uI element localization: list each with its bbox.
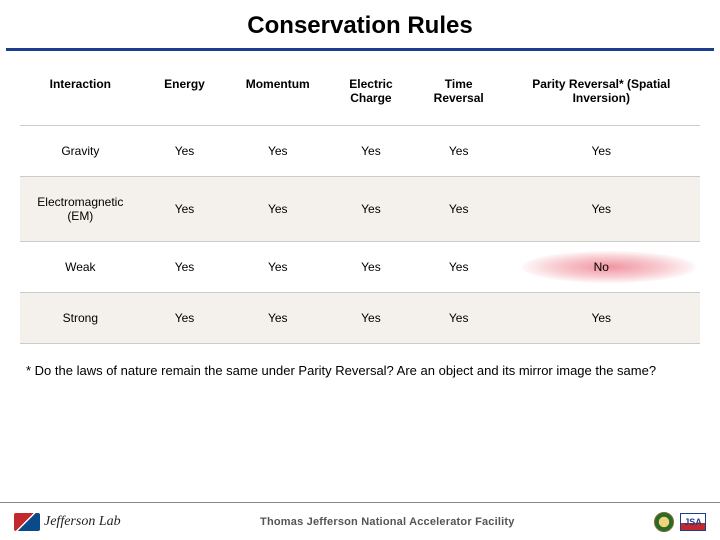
cell: Yes [415,242,503,293]
col-header: Time Reversal [415,69,503,126]
table-row: Weak Yes Yes Yes Yes No [20,242,700,293]
row-label: Gravity [20,126,141,177]
title-rule [6,48,714,51]
col-header: Parity Reversal* (Spatial Inversion) [503,69,700,126]
row-label: Strong [20,293,141,344]
cell: Yes [415,293,503,344]
cell: Yes [141,177,229,242]
cell: Yes [141,242,229,293]
table-row: Strong Yes Yes Yes Yes Yes [20,293,700,344]
col-header: Energy [141,69,229,126]
cell: Yes [327,242,415,293]
conservation-table: Interaction Energy Momentum Electric Cha… [20,69,700,344]
cell: Yes [228,293,327,344]
doe-seal-icon [654,512,674,532]
cell: Yes [327,177,415,242]
cell: Yes [141,126,229,177]
col-header: Momentum [228,69,327,126]
cell: Yes [503,293,700,344]
table-row: Electromagnetic (EM) Yes Yes Yes Yes Yes [20,177,700,242]
cell: Yes [228,126,327,177]
col-header: Interaction [20,69,141,126]
footer-bar: Jefferson Lab Thomas Jefferson National … [0,502,720,540]
jlab-logo-text: Jefferson Lab [44,514,121,530]
jefferson-lab-logo: Jefferson Lab [14,513,121,531]
cell: Yes [228,242,327,293]
cell-highlight: No [503,242,700,293]
cell: Yes [503,126,700,177]
right-logos: JSA [654,512,706,532]
jsa-logo: JSA [680,513,706,531]
page-title: Conservation Rules [0,0,720,48]
footnote: * Do the laws of nature remain the same … [0,344,720,380]
table-header-row: Interaction Energy Momentum Electric Cha… [20,69,700,126]
cell: Yes [327,293,415,344]
cell: Yes [503,177,700,242]
col-header: Electric Charge [327,69,415,126]
cell: Yes [415,126,503,177]
table-row: Gravity Yes Yes Yes Yes Yes [20,126,700,177]
facility-name: Thomas Jefferson National Accelerator Fa… [260,516,515,528]
cell: Yes [327,126,415,177]
jlab-swoosh-icon [14,513,40,531]
cell: Yes [141,293,229,344]
row-label: Electromagnetic (EM) [20,177,141,242]
cell: Yes [228,177,327,242]
row-label: Weak [20,242,141,293]
cell: Yes [415,177,503,242]
